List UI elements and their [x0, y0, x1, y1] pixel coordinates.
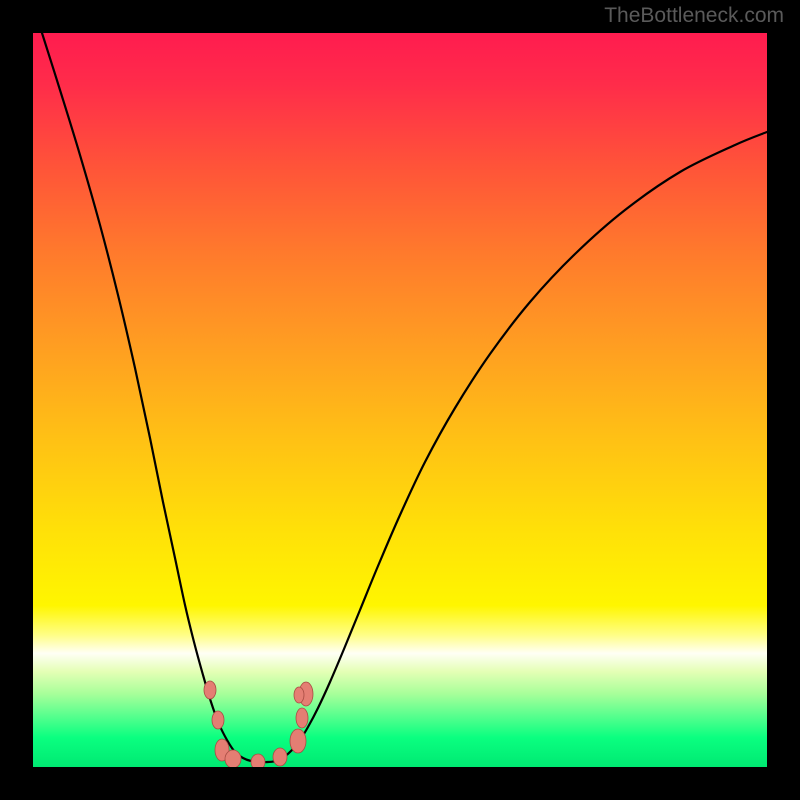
- curve-marker: [273, 748, 287, 766]
- curve-marker: [212, 711, 224, 729]
- curve-marker: [225, 750, 241, 767]
- curve-marker: [294, 687, 304, 703]
- curve-marker: [296, 708, 308, 728]
- plot-area: [33, 33, 767, 767]
- curve-markers: [33, 33, 767, 767]
- curve-marker: [251, 754, 265, 767]
- curve-marker: [290, 729, 306, 753]
- curve-marker: [204, 681, 216, 699]
- watermark-text: TheBottleneck.com: [604, 4, 784, 28]
